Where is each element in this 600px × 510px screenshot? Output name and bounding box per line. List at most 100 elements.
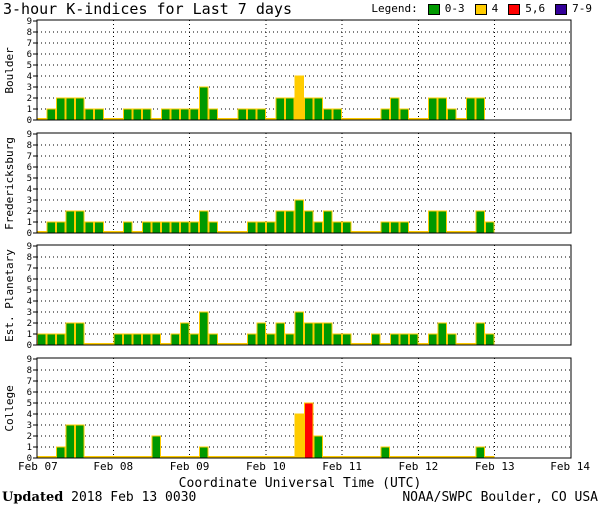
kp-bar xyxy=(275,322,285,346)
kp-bar xyxy=(160,221,171,234)
kp-bar xyxy=(475,322,486,346)
x-axis-label: Coordinate Universal Time (UTC) xyxy=(178,476,422,491)
y-tick-label: 5 xyxy=(27,286,32,296)
y-tick-label: 4 xyxy=(27,72,32,82)
kp-bar xyxy=(160,108,171,121)
kp-bar xyxy=(208,108,219,121)
station-label: Est. Planetary xyxy=(3,249,16,342)
kp-bar xyxy=(189,108,200,121)
y-tick-label: 8 xyxy=(27,366,32,376)
x-tick-label: Feb 09 xyxy=(170,460,210,473)
y-tick-label: 6 xyxy=(27,163,32,173)
y-tick-label: 1 xyxy=(27,330,32,340)
kp-bar xyxy=(151,435,161,459)
kp-bar xyxy=(342,221,352,234)
kp-bar xyxy=(141,221,152,234)
kp-bar xyxy=(180,221,190,234)
legend-swatch-7-9 xyxy=(555,3,568,15)
kp-bar xyxy=(189,333,200,346)
legend: Legend: 0-3 4 5,6 7-9 xyxy=(371,2,592,16)
kp-bar xyxy=(122,221,133,234)
x-tick-label: Feb 12 xyxy=(399,460,439,473)
y-tick-label: 2 xyxy=(27,319,32,329)
kp-bar xyxy=(122,108,133,121)
kp-bar xyxy=(485,221,495,234)
kp-bar xyxy=(246,221,257,234)
kp-bar xyxy=(94,108,104,121)
kp-bar xyxy=(304,322,314,346)
updated-timestamp: Updated 2018 Feb 13 0030 xyxy=(2,490,196,506)
y-tick-label: 5 xyxy=(27,399,32,409)
kp-bar xyxy=(475,210,486,234)
legend-swatch-5-6 xyxy=(508,3,521,15)
kp-bar xyxy=(447,108,457,121)
kp-bar xyxy=(437,97,448,121)
panel-frame xyxy=(36,19,572,121)
kp-bar xyxy=(237,108,247,121)
kp-bar xyxy=(475,446,486,459)
kp-bar xyxy=(332,333,343,346)
legend-item-label: 5,6 xyxy=(525,2,546,15)
chart-title: 3-hour K-indices for Last 7 days xyxy=(3,0,292,18)
y-tick-label: 2 xyxy=(27,94,32,104)
kp-bar xyxy=(208,221,219,234)
kp-bar xyxy=(399,221,409,234)
kp-bar xyxy=(332,221,343,234)
y-tick-label: 0 xyxy=(27,454,32,464)
station-label: Boulder xyxy=(3,47,16,94)
credit-text: NOAA/SWPC Boulder, CO USA xyxy=(402,490,598,505)
y-tick-label: 8 xyxy=(27,253,32,263)
y-tick-label: 4 xyxy=(27,185,32,195)
y-tick-label: 0 xyxy=(27,341,32,351)
legend-item-label: 7-9 xyxy=(572,2,592,15)
kp-bar xyxy=(380,108,390,121)
kp-bar xyxy=(37,333,47,346)
kp-bar xyxy=(427,97,438,121)
kp-bar xyxy=(447,333,457,346)
kp-bar xyxy=(84,108,95,121)
kp-bar xyxy=(342,333,352,346)
y-tick-label: 0 xyxy=(27,116,32,126)
legend-item-4: 4 xyxy=(474,2,498,16)
kp-bar xyxy=(56,221,66,234)
kp-bar xyxy=(284,210,295,234)
legend-item-7-9: 7-9 xyxy=(555,2,592,16)
legend-swatch-4 xyxy=(474,3,487,15)
kp-bar xyxy=(46,108,57,121)
y-tick-label: 4 xyxy=(27,297,32,307)
station-label: Fredericksburg xyxy=(3,137,16,230)
kp-bar xyxy=(246,108,257,121)
kp-bar xyxy=(275,210,285,234)
kp-bar xyxy=(389,97,400,121)
k-index-chart: 0123456789Boulder0123456789Fredericksbur… xyxy=(3,17,590,473)
legend-label: Legend: xyxy=(371,2,418,15)
kp-bar xyxy=(284,333,295,346)
kp-bar xyxy=(389,333,400,346)
x-tick-label: Feb 14 xyxy=(550,460,590,473)
kp-bar xyxy=(466,97,476,121)
kp-bar xyxy=(313,97,324,121)
y-tick-label: 5 xyxy=(27,174,32,184)
kp-bar xyxy=(84,221,95,234)
kp-bar xyxy=(294,75,305,121)
y-tick-label: 7 xyxy=(27,152,32,162)
kp-bar xyxy=(199,86,209,121)
kp-bar xyxy=(56,446,66,459)
panel-frame xyxy=(36,132,572,234)
kp-bar xyxy=(246,333,257,346)
updated-value: 2018 Feb 13 0030 xyxy=(71,490,197,505)
kp-bar xyxy=(256,108,266,121)
kp-bar xyxy=(284,97,295,121)
kp-bar xyxy=(151,221,161,234)
kp-bar xyxy=(132,333,142,346)
y-tick-label: 3 xyxy=(27,196,32,206)
x-tick-label: Feb 13 xyxy=(475,460,515,473)
kp-bar xyxy=(294,311,305,346)
y-tick-label: 3 xyxy=(27,308,32,318)
kp-bar xyxy=(199,210,209,234)
y-tick-label: 6 xyxy=(27,275,32,285)
kp-bar xyxy=(46,333,57,346)
updated-label: Updated xyxy=(2,490,64,505)
y-tick-label: 5 xyxy=(27,61,32,71)
kp-bar xyxy=(294,199,305,234)
